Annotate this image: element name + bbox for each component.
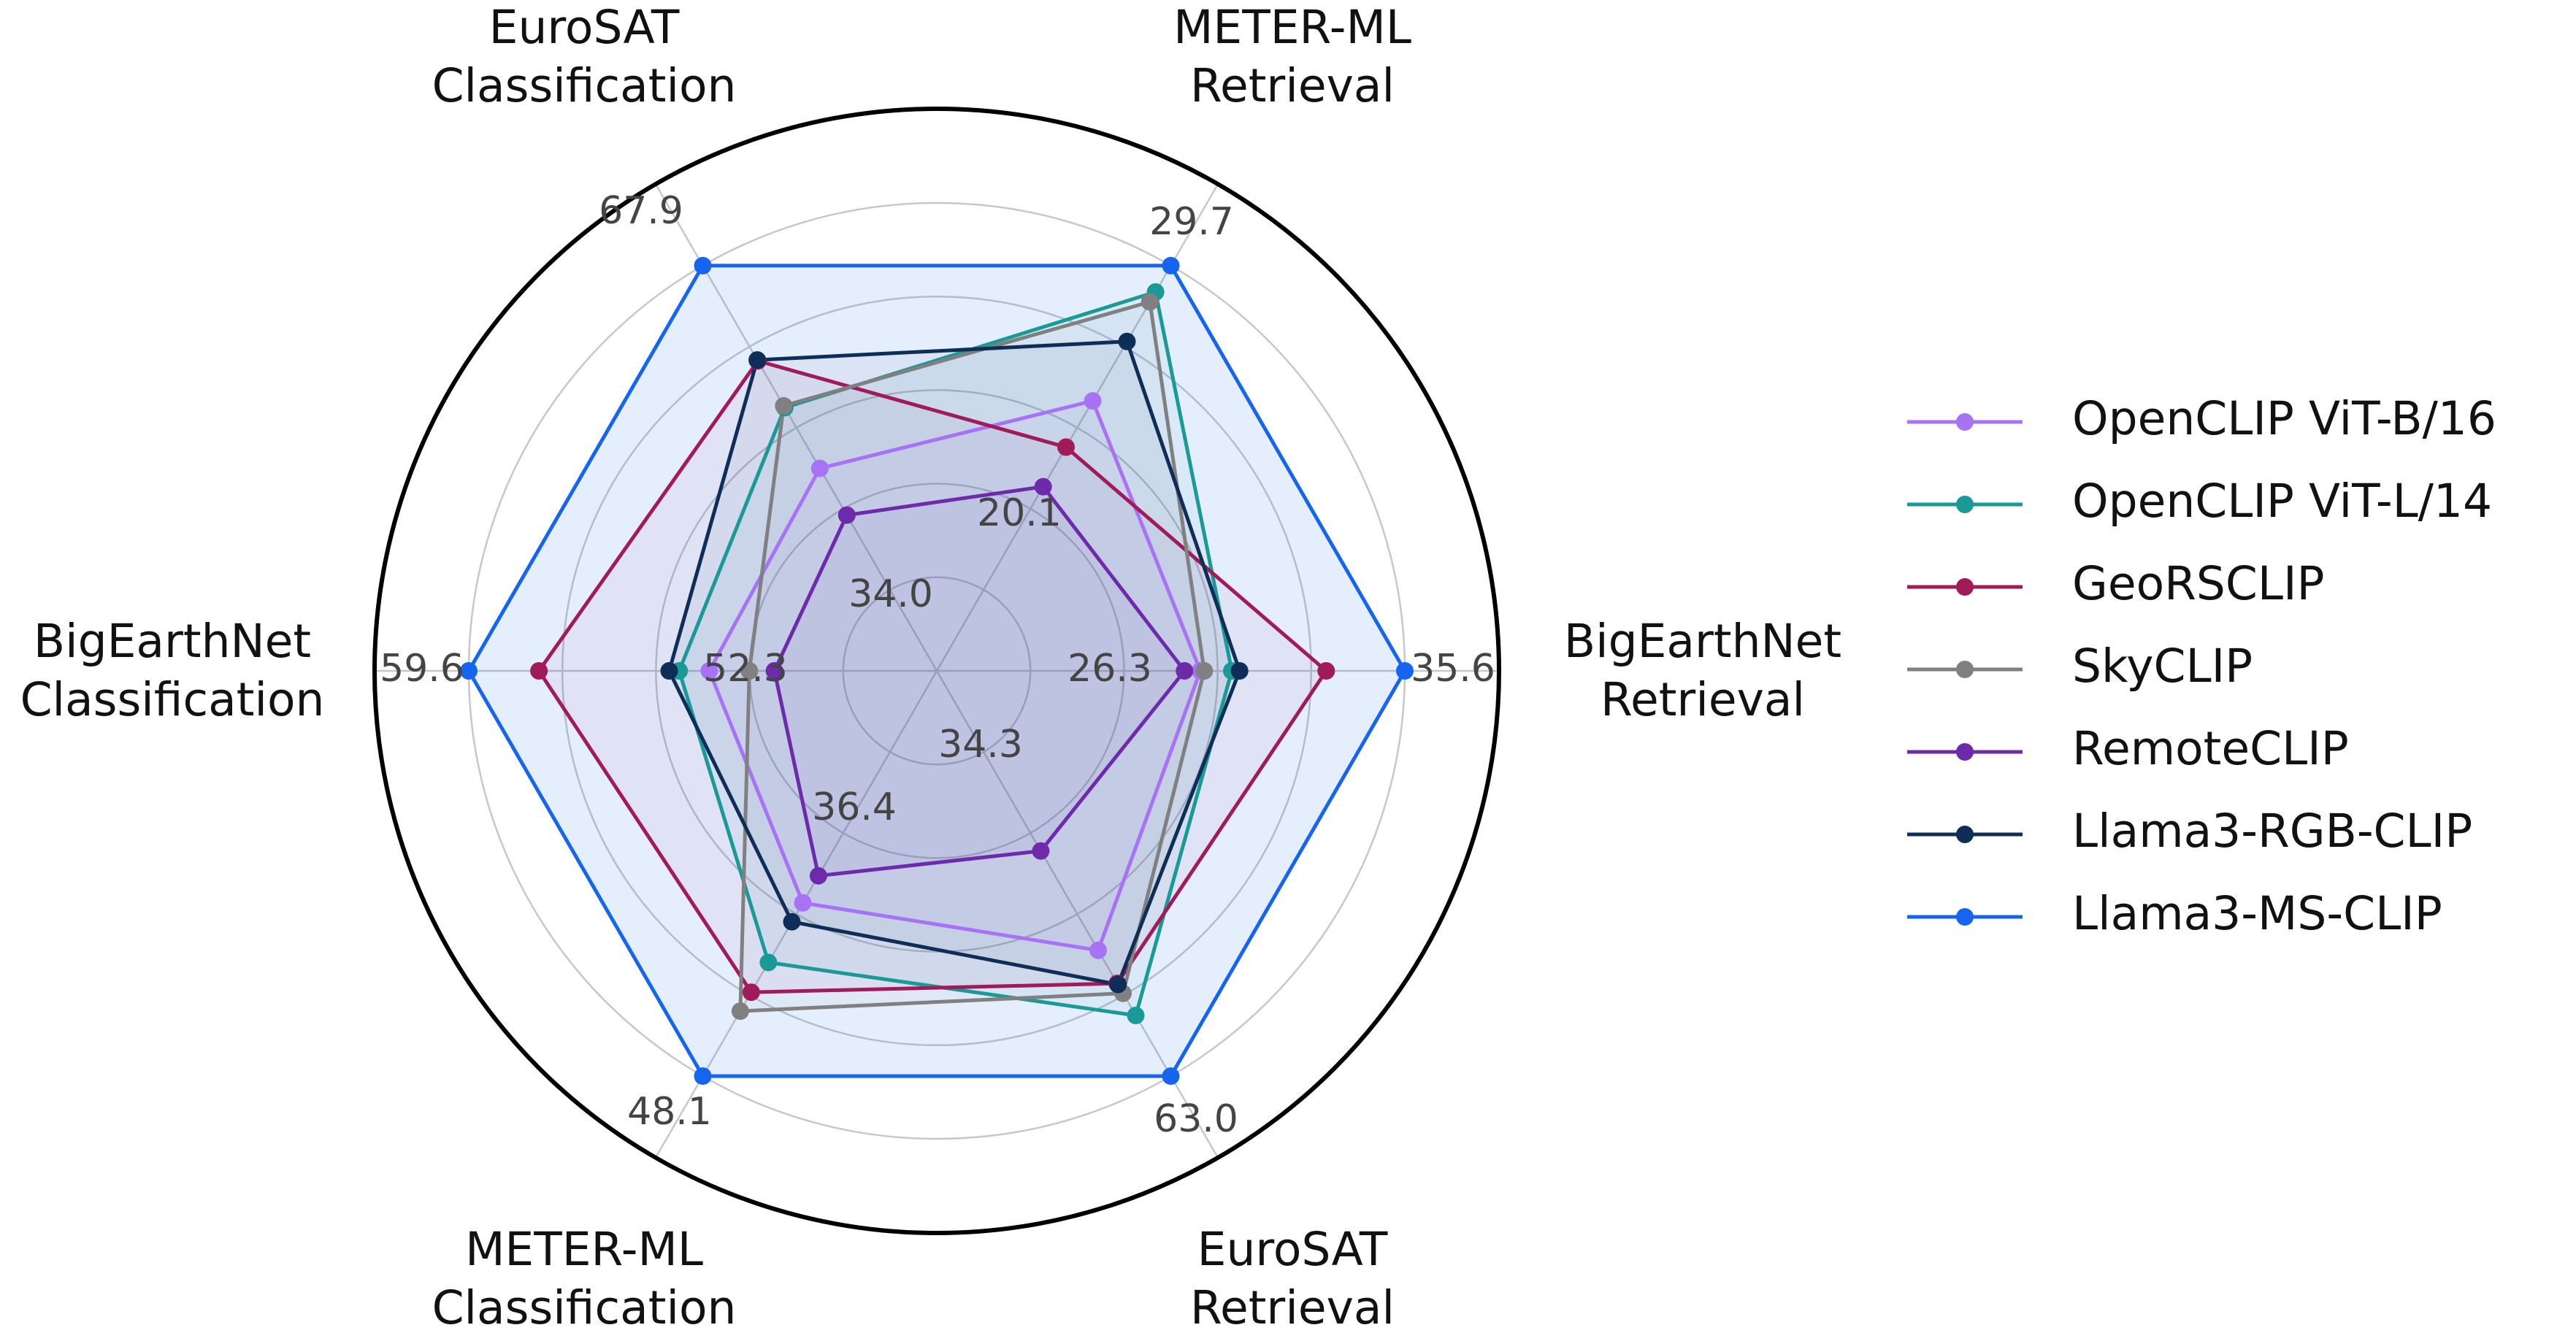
data-point-remoteclip-5 [809,867,827,885]
legend-label-openclip-vit-b-16: OpenCLIP ViT-B/16 [2072,392,2496,445]
tick-inner-2: 20.1 [977,491,1062,535]
axis-title-1-line-2: Classification [432,59,737,112]
data-point-llama3-ms-clip-1 [694,256,712,274]
axis-title-4-line-1: EuroSAT [1197,1223,1388,1276]
legend-label-llama3-rgb-clip: Llama3-RGB-CLIP [2072,804,2472,858]
data-point-georsclip-6 [530,662,548,680]
data-point-openclip-vit-l-14-5 [759,953,778,972]
data-point-llama3-ms-clip-4 [1162,1067,1180,1086]
data-point-openclip-vit-l-14-4 [1127,1007,1145,1024]
data-point-openclip-vit-b-16-4 [1089,941,1107,959]
legend-label-openclip-vit-l-14: OpenCLIP ViT-L/14 [2072,475,2492,528]
axis-title-3-line-1: BigEarthNet [1564,615,1841,668]
data-point-remoteclip-1 [837,506,856,524]
series-fill-remoteclip [774,486,1185,876]
data-point-openclip-vit-b-16-5 [794,894,812,912]
tick-inner-5: 36.4 [812,785,897,829]
data-point-remoteclip-6 [765,662,783,680]
series-fill-llama3-rgb-clip [669,341,1240,985]
data-point-georsclip-2 [1057,438,1075,456]
data-point-llama3-ms-clip-5 [694,1067,712,1086]
data-point-skyclip-3 [1195,662,1214,680]
data-point-skyclip-2 [1141,293,1159,311]
data-point-skyclip-1 [775,396,793,415]
data-point-llama3-ms-clip-2 [1162,256,1180,274]
data-point-remoteclip-3 [1176,662,1194,680]
series-points [460,256,1414,1086]
data-point-llama3-rgb-clip-6 [660,662,678,680]
series-fill-openclip-vit-b-16 [709,401,1200,950]
legend-marker-llama3-rgb-clip [1956,826,1974,843]
tick-outer-1: 67.9 [599,189,683,233]
series-fill-skyclip [740,301,1205,1012]
legend-marker-llama3-ms-clip [1956,908,1974,926]
legend-marker-remoteclip [1956,743,1974,761]
data-point-georsclip-3 [1317,662,1335,680]
axis-title-1-line-1: EuroSAT [489,1,680,54]
tick-outer-6: 59.6 [380,647,464,691]
axis-title-2-line-2: Retrieval [1190,59,1395,112]
tick-inner-4: 34.3 [938,723,1023,767]
axis-title-3-line-2: Retrieval [1601,673,1805,726]
data-point-openclip-vit-b-16-6 [700,662,718,680]
tick-outer-4: 63.0 [1154,1097,1238,1141]
legend-marker-georsclip [1956,578,1974,596]
data-point-skyclip-6 [740,662,759,680]
series-fill-llama3-ms-clip [469,265,1405,1077]
axis-labels: EuroSATClassificationMETER-MLRetrievalBi… [20,1,1842,1333]
legend-label-remoteclip: RemoteCLIP [2072,722,2349,775]
axis-title-5-line-1: METER-ML [465,1223,703,1276]
data-point-llama3-rgb-clip-1 [748,351,767,369]
axis-title-5-line-2: Classification [432,1281,737,1333]
series-fill-georsclip [539,361,1327,993]
axis-title-6-line-2: Classification [20,673,325,726]
tick-inner-6: 52.3 [703,647,788,691]
tick-inner-3: 26.3 [1067,647,1152,691]
tick-inner-1: 34.0 [848,572,933,616]
data-point-skyclip-5 [731,1002,749,1021]
axis-title-2-line-1: METER-ML [1173,1,1411,54]
axis-title-4-line-2: Retrieval [1190,1281,1395,1333]
tick-outer-3: 35.6 [1411,647,1495,691]
tick-outer-5: 48.1 [627,1090,712,1134]
data-point-georsclip-5 [742,983,760,1002]
legend: OpenCLIP ViT-B/16 OpenCLIP ViT-L/14 GeoRSC… [1907,392,2496,940]
tick-outer-2: 29.7 [1149,200,1234,244]
data-point-remoteclip-4 [1032,842,1050,860]
data-point-openclip-vit-b-16-2 [1084,392,1102,410]
data-point-llama3-rgb-clip-5 [783,913,801,931]
data-point-llama3-ms-clip-6 [460,662,478,680]
series-fills [469,265,1405,1077]
data-point-openclip-vit-b-16-1 [810,459,829,477]
legend-label-georsclip: GeoRSCLIP [2072,557,2325,610]
data-point-remoteclip-2 [1034,477,1052,496]
data-point-llama3-ms-clip-3 [1396,662,1414,680]
data-point-llama3-rgb-clip-3 [1230,662,1249,680]
data-point-llama3-rgb-clip-2 [1118,332,1136,350]
axis-title-6-line-1: BigEarthNet [34,615,311,668]
legend-marker-openclip-vit-b-16 [1956,413,1974,431]
legend-marker-skyclip [1956,661,1974,678]
data-point-llama3-rgb-clip-4 [1109,975,1127,994]
legend-marker-openclip-vit-l-14 [1956,496,1974,513]
legend-label-skyclip: SkyCLIP [2072,639,2253,693]
legend-label-llama3-ms-clip: Llama3-MS-CLIP [2072,887,2442,940]
outer-frame-circle [372,107,1501,1235]
